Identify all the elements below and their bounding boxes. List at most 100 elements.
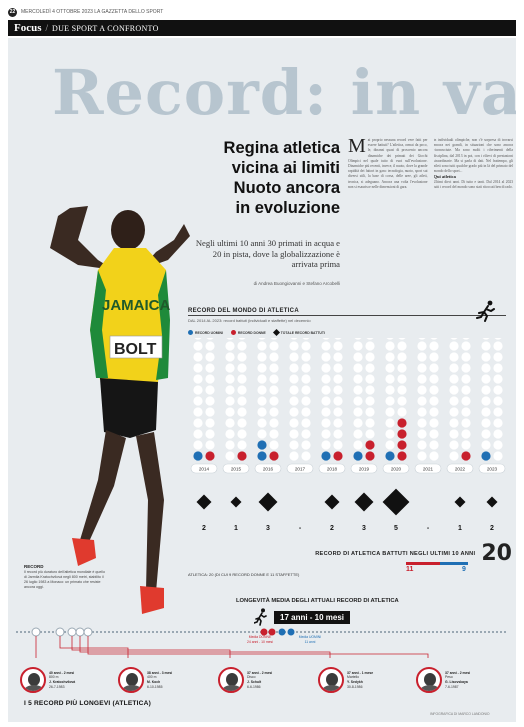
empty-slot-dot — [397, 396, 407, 406]
empty-slot-dot — [449, 418, 459, 428]
athlete-info: 37 anni - 1 mese Martello Y. Sedykh 30-8… — [347, 671, 373, 689]
empty-slot-dot — [461, 440, 471, 450]
empty-slot-dot — [257, 429, 267, 439]
empty-slot-dot — [461, 429, 471, 439]
empty-slot-dot — [205, 418, 215, 428]
empty-slot-dot — [205, 341, 215, 351]
empty-slot-dot — [494, 338, 502, 340]
article-lead: Negli ultimi 10 anni 30 primati in acqua… — [195, 238, 340, 269]
article-body: M ai proprio nessuna record vere fatti p… — [348, 138, 513, 296]
empty-slot-dot — [481, 363, 491, 373]
article-column-2: in individuali olimpiche, non c'è sorpre… — [434, 138, 514, 296]
side-note-title: RECORD — [24, 564, 44, 569]
athlete-name: M. Koch — [147, 680, 161, 684]
empty-slot-dot — [193, 341, 203, 351]
empty-slot-dot — [365, 341, 375, 351]
men-record-dot — [385, 418, 395, 428]
athlete-name: Y. Sedykh — [347, 680, 363, 684]
women-record-dot — [205, 451, 215, 461]
empty-slot-dot — [449, 407, 459, 417]
year-label: 2021 — [423, 467, 434, 472]
total-diamond — [354, 492, 374, 512]
empty-slot-dot — [289, 341, 299, 351]
athlete-event: Martello — [347, 675, 360, 680]
empty-slot-dot — [429, 374, 439, 384]
empty-slot-dot — [353, 385, 363, 395]
year-pill — [286, 463, 314, 474]
year-pill — [350, 463, 378, 474]
year-label: 2019 — [359, 467, 370, 472]
count-summary: ATLETICA: 20 (DI CUI 9 RECORD DONNE E 11… — [188, 572, 300, 577]
empty-slot-dot — [301, 407, 311, 417]
side-note: RECORD Il record più duraturo dell'atlet… — [24, 564, 106, 590]
empty-slot-dot — [450, 338, 458, 340]
empty-slot-dot — [417, 363, 427, 373]
empty-slot-dot — [289, 385, 299, 395]
side-note-text: Il record più duraturo dell'atletica mon… — [24, 570, 105, 589]
empty-slot-dot — [205, 374, 215, 384]
empty-slot-dot — [289, 374, 299, 384]
men-share-bar — [440, 562, 468, 565]
empty-slot-dot — [449, 341, 459, 351]
empty-slot-dot — [417, 451, 427, 461]
empty-slot-dot — [386, 338, 394, 340]
empty-slot-dot — [449, 396, 459, 406]
empty-slot-dot — [289, 352, 299, 362]
empty-slot-dot — [429, 429, 439, 439]
longest-records-row: 40 anni - 2 mesi 800 m J. Kratochvílová … — [8, 660, 516, 700]
men-record-dot — [193, 451, 203, 461]
legend-swatch-total — [272, 328, 280, 337]
empty-slot-dot — [449, 440, 459, 450]
empty-slot-dot — [417, 341, 427, 351]
year-label: 2017 — [295, 467, 306, 472]
empty-slot-dot — [481, 429, 491, 439]
total-diamond — [196, 494, 212, 510]
men-record-dot — [385, 429, 395, 439]
section-banner: Focus / DUE SPORT A CONFRONTO — [8, 20, 516, 36]
athletics-chart-title: RECORD DEL MONDO DI ATLETICA — [188, 308, 299, 314]
total-records-label: RECORD DI ATLETICA BATTUTI NEGLI ULTIMI … — [315, 551, 476, 557]
year-pill — [414, 463, 442, 474]
legend-swatch-men — [188, 330, 193, 335]
year-pill — [190, 463, 218, 474]
athlete-date: 26-7-1983 — [49, 684, 65, 689]
women-record-dot — [397, 440, 407, 450]
empty-slot-dot — [333, 407, 343, 417]
empty-slot-dot — [193, 418, 203, 428]
empty-slot-dot — [269, 407, 279, 417]
median-women: Media DONNE 24 anni - 10 mesi — [246, 635, 273, 644]
total-count-label: - — [427, 525, 430, 532]
empty-slot-dot — [397, 385, 407, 395]
year-pill — [446, 463, 474, 474]
empty-slot-dot — [449, 385, 459, 395]
athlete-years: 37 anni - 2 mesi — [445, 670, 471, 675]
median-men: Media UOMINI 11 anni — [298, 635, 322, 644]
athlete-card: 38 anni - 3 mesi 400 m M. Koch 6-10-1985 — [118, 660, 206, 700]
total-diamond — [486, 496, 498, 508]
empty-slot-dot — [333, 374, 343, 384]
top-meta-line: 22 MERCOLEDÌ 4 OTTOBRE 2023 LA GAZZETTA … — [8, 6, 516, 18]
year-label: 2022 — [455, 467, 466, 472]
empty-slot-dot — [461, 352, 471, 362]
empty-slot-dot — [417, 352, 427, 362]
year-label: 2015 — [231, 467, 242, 472]
men-record-dot — [257, 440, 267, 450]
empty-slot-dot — [334, 338, 342, 340]
empty-slot-dot — [205, 385, 215, 395]
empty-slot-dot — [269, 352, 279, 362]
empty-slot-dot — [257, 341, 267, 351]
empty-slot-dot — [205, 440, 215, 450]
athlete-portrait — [118, 667, 144, 693]
year-pill — [222, 463, 250, 474]
bib-name: BOLT — [114, 341, 157, 358]
empty-slot-dot — [269, 374, 279, 384]
empty-slot-dot — [237, 396, 247, 406]
page-headline: Record: in vasca — [52, 56, 516, 129]
empty-slot-dot — [353, 396, 363, 406]
empty-slot-dot — [321, 407, 331, 417]
empty-slot-dot — [429, 418, 439, 428]
article-title: Regina atletica vicina ai limiti Nuoto a… — [190, 138, 340, 218]
empty-slot-dot — [385, 363, 395, 373]
women-record-dot — [365, 440, 375, 450]
empty-slot-dot — [321, 429, 331, 439]
